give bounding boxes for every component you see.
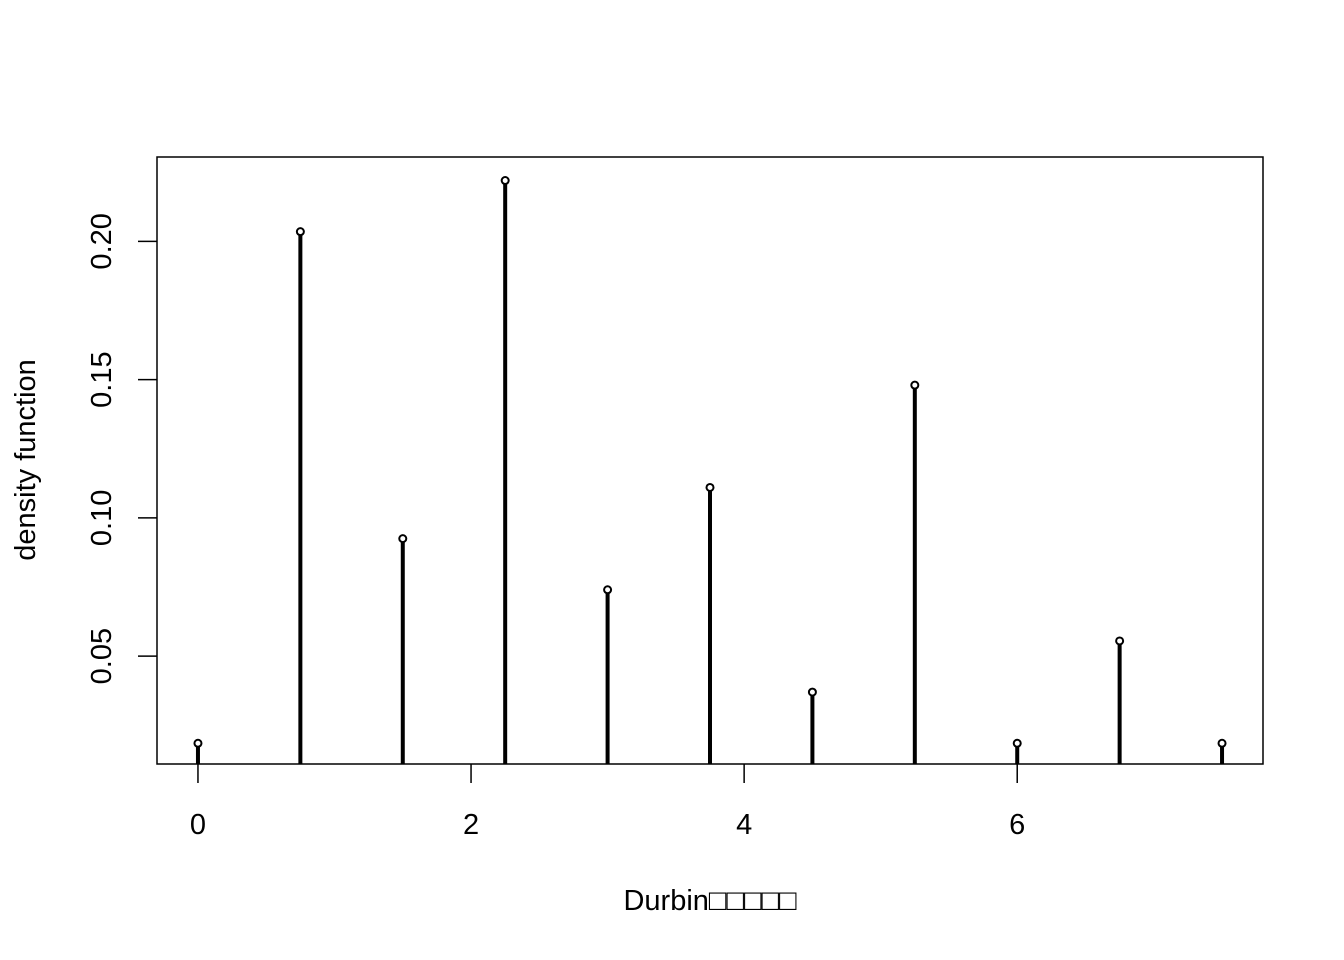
stem-point xyxy=(910,380,920,390)
stem-point xyxy=(1115,636,1125,646)
x-tick-label: 0 xyxy=(190,809,206,841)
y-axis-label: density function xyxy=(10,359,42,561)
y-tick-label: 0.20 xyxy=(86,213,118,269)
stem-point xyxy=(500,176,510,186)
stem-point xyxy=(398,534,408,544)
x-axis-label-missing-glyphs: □□□□□ xyxy=(709,885,797,917)
x-tick-label: 4 xyxy=(736,809,752,841)
x-axis-label-text: Durbin xyxy=(623,885,708,917)
x-axis-label: Durbin□□□□□ xyxy=(623,885,797,917)
y-tick-label: 0.15 xyxy=(86,351,118,407)
stem-point xyxy=(807,687,817,697)
y-axis: 0.05 0.10 0.15 0.20 xyxy=(86,213,157,684)
y-tick-label: 0.10 xyxy=(86,490,118,546)
x-axis: 0 2 4 6 xyxy=(190,764,1025,841)
stem-point xyxy=(705,482,715,492)
stem-point xyxy=(295,227,305,237)
stem-point xyxy=(603,585,613,595)
x-tick-label: 2 xyxy=(463,809,479,841)
stems-group xyxy=(193,176,1227,764)
y-tick-label: 0.05 xyxy=(86,628,118,684)
x-tick-label: 6 xyxy=(1009,809,1025,841)
stem-point xyxy=(1012,738,1022,748)
stem-point xyxy=(1217,738,1227,748)
stem-point xyxy=(193,738,203,748)
